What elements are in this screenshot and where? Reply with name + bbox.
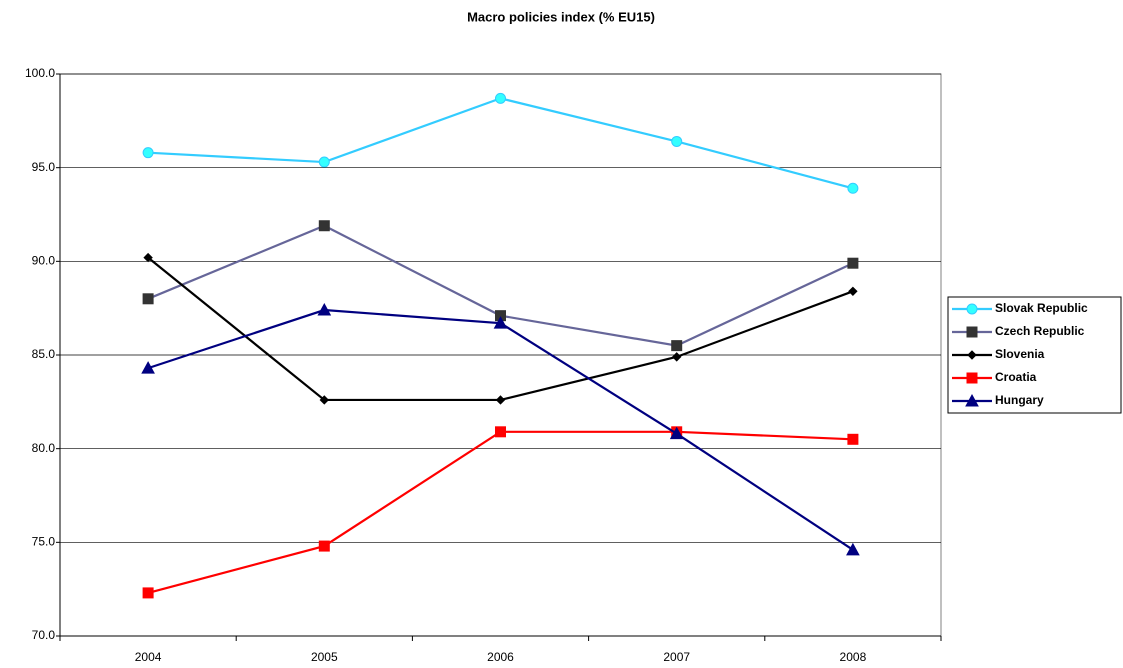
marker	[671, 340, 683, 352]
marker	[495, 395, 506, 405]
marker	[141, 361, 155, 374]
legend-label: Slovenia	[995, 347, 1045, 361]
y-tick-label: 85.0	[32, 347, 56, 361]
x-tick-label: 2006	[487, 650, 514, 664]
chart-title: Macro policies index (% EU15)	[467, 9, 655, 24]
marker	[671, 135, 683, 147]
y-tick-label: 80.0	[32, 441, 56, 455]
y-tick-label: 95.0	[32, 160, 56, 174]
marker	[142, 147, 154, 159]
marker	[847, 257, 859, 269]
legend-label: Slovak Republic	[995, 301, 1088, 315]
marker	[495, 92, 506, 104]
legend-label: Croatia	[995, 370, 1037, 384]
y-tick-label: 90.0	[32, 254, 56, 268]
marker	[846, 542, 860, 556]
marker	[142, 587, 154, 599]
y-tick-label: 75.0	[32, 535, 56, 549]
marker	[966, 326, 978, 338]
marker	[317, 302, 332, 316]
x-tick-label: 2007	[663, 650, 690, 664]
y-tick-label: 70.0	[32, 628, 56, 642]
marker	[965, 393, 979, 407]
x-tick-label: 2008	[840, 650, 867, 664]
marker	[318, 540, 330, 552]
marker	[318, 220, 330, 232]
marker	[493, 316, 508, 329]
legend-label: Czech Republic	[995, 324, 1085, 338]
marker	[966, 372, 978, 384]
marker	[669, 426, 684, 440]
marker	[318, 156, 330, 168]
marker	[319, 395, 330, 405]
marker	[848, 286, 858, 297]
legend-label: Hungary	[995, 393, 1044, 407]
marker	[967, 350, 977, 360]
marker	[143, 252, 153, 263]
y-tick-label: 100.0	[25, 66, 55, 80]
marker	[847, 182, 859, 194]
marker	[495, 426, 506, 438]
x-tick-label: 2005	[311, 650, 338, 664]
x-tick-label: 2004	[135, 650, 162, 664]
marker	[966, 303, 978, 315]
marker	[142, 293, 154, 305]
marker	[671, 352, 682, 362]
marker	[847, 433, 859, 445]
